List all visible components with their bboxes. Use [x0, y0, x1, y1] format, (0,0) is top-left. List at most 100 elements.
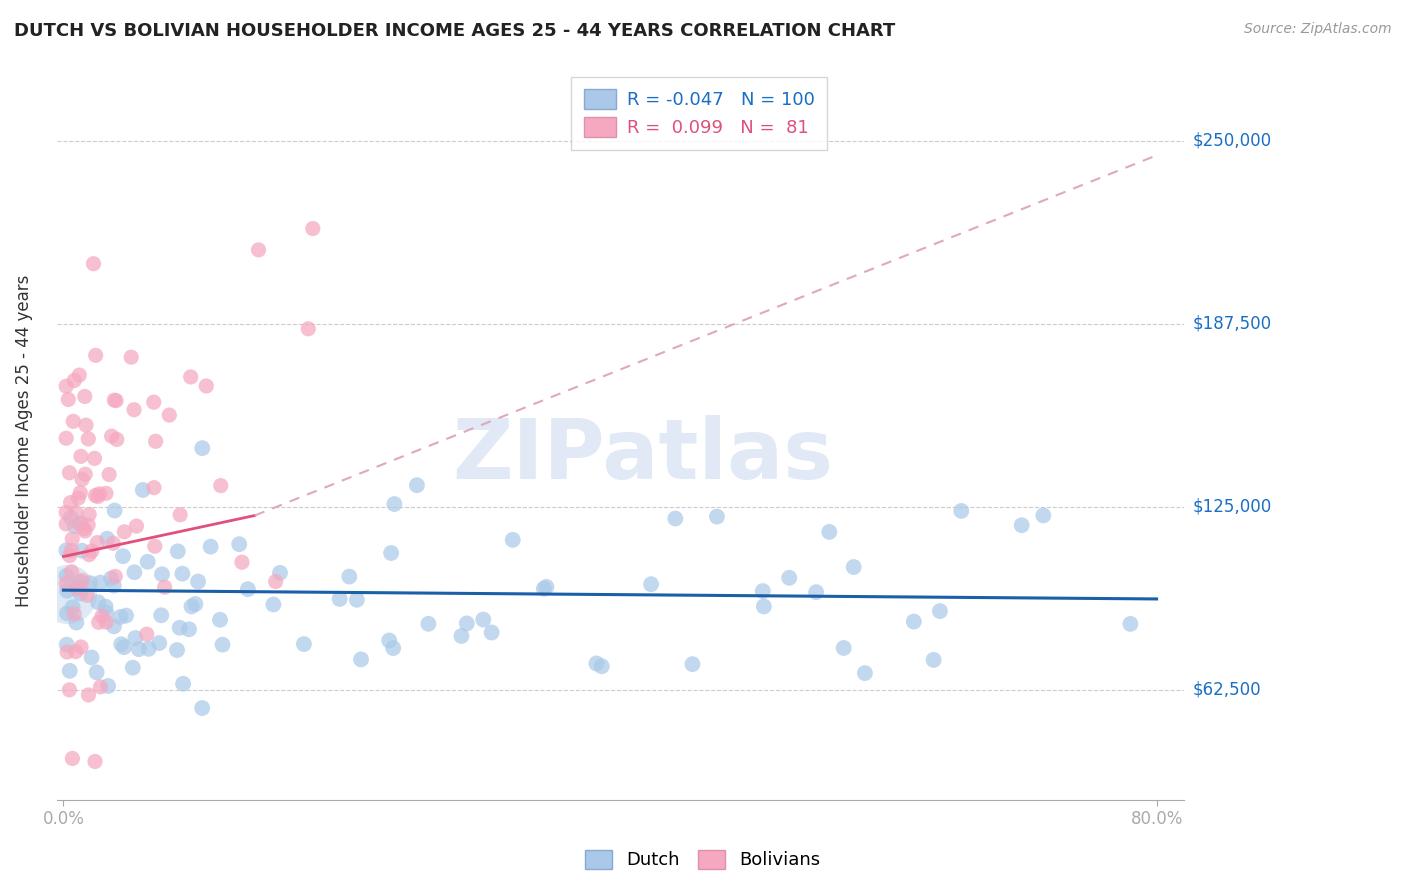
Point	[346, 592, 368, 607]
Point	[70, 543, 93, 558]
Point	[166, 544, 188, 558]
Point	[84, 348, 107, 362]
Point	[180, 370, 202, 384]
Legend: R = -0.047   N = 100, R =  0.099   N =  81: R = -0.047 N = 100, R = 0.099 N = 81	[571, 77, 827, 150]
Point	[77, 548, 100, 562]
Legend: Dutch, Bolivians: Dutch, Bolivians	[576, 841, 830, 879]
Point	[77, 432, 100, 446]
Point	[100, 571, 122, 585]
Point	[143, 481, 166, 495]
Point	[818, 524, 841, 539]
Point	[80, 544, 103, 558]
Point	[111, 549, 134, 564]
Point	[63, 374, 86, 388]
Point	[128, 642, 150, 657]
Point	[96, 532, 118, 546]
Point	[502, 533, 524, 547]
Point	[150, 608, 173, 623]
Point	[853, 666, 876, 681]
Point	[382, 497, 405, 511]
Point	[124, 566, 146, 580]
Point	[62, 600, 84, 615]
Point	[70, 450, 93, 464]
Point	[922, 653, 945, 667]
Point	[55, 516, 77, 531]
Point	[63, 607, 86, 621]
Point	[62, 414, 84, 428]
Point	[70, 472, 93, 486]
Point	[120, 350, 142, 364]
Point	[94, 615, 117, 629]
Point	[337, 569, 360, 583]
Y-axis label: Householder Income Ages 25 - 44 years: Householder Income Ages 25 - 44 years	[15, 275, 32, 607]
Point	[208, 613, 231, 627]
Point	[481, 625, 503, 640]
Point	[200, 540, 222, 554]
Point	[70, 574, 93, 588]
Point	[60, 532, 83, 546]
Point	[59, 495, 82, 509]
Point	[66, 582, 89, 596]
Point	[62, 751, 84, 765]
Point	[262, 598, 284, 612]
Point	[55, 576, 77, 591]
Point	[103, 578, 125, 592]
Point	[67, 368, 90, 383]
Point	[94, 486, 117, 500]
Point	[56, 645, 79, 659]
Point	[681, 657, 703, 672]
Point	[55, 543, 77, 558]
Point	[153, 580, 176, 594]
Point	[59, 510, 82, 524]
Point	[832, 640, 855, 655]
Point	[172, 566, 194, 581]
Point	[112, 640, 135, 655]
Point	[103, 503, 125, 517]
Point	[75, 467, 97, 482]
Point	[664, 511, 686, 525]
Text: $62,500: $62,500	[1192, 681, 1261, 698]
Point	[406, 478, 429, 492]
Point	[292, 637, 315, 651]
Point	[264, 574, 287, 589]
Point	[842, 560, 865, 574]
Point	[329, 591, 352, 606]
Point	[89, 680, 111, 694]
Point	[59, 664, 82, 678]
Point	[231, 555, 253, 569]
Point	[142, 395, 165, 409]
Point	[58, 466, 80, 480]
Point	[58, 682, 80, 697]
Point	[929, 604, 952, 618]
Point	[67, 579, 90, 593]
Point	[87, 615, 110, 630]
Point	[75, 418, 97, 433]
Point	[87, 595, 110, 609]
Point	[77, 508, 100, 522]
Point	[77, 518, 100, 533]
Text: ZIPatlas: ZIPatlas	[453, 415, 834, 496]
Point	[122, 402, 145, 417]
Point	[124, 631, 146, 645]
Point	[350, 652, 373, 666]
Point	[104, 569, 127, 583]
Point	[380, 546, 402, 560]
Point	[297, 322, 319, 336]
Point	[1032, 508, 1054, 523]
Point	[177, 622, 200, 636]
Point	[150, 567, 173, 582]
Point	[60, 565, 83, 579]
Point	[55, 568, 77, 582]
Point	[418, 616, 440, 631]
Point	[80, 650, 103, 665]
Point	[585, 657, 607, 671]
Point	[76, 588, 98, 602]
Point	[63, 519, 86, 533]
Point	[191, 441, 214, 455]
Point	[378, 633, 401, 648]
Point	[55, 638, 77, 652]
Point	[752, 599, 775, 614]
Text: DUTCH VS BOLIVIAN HOUSEHOLDER INCOME AGES 25 - 44 YEARS CORRELATION CHART: DUTCH VS BOLIVIAN HOUSEHOLDER INCOME AGE…	[14, 22, 896, 40]
Point	[91, 609, 114, 624]
Point	[187, 574, 209, 589]
